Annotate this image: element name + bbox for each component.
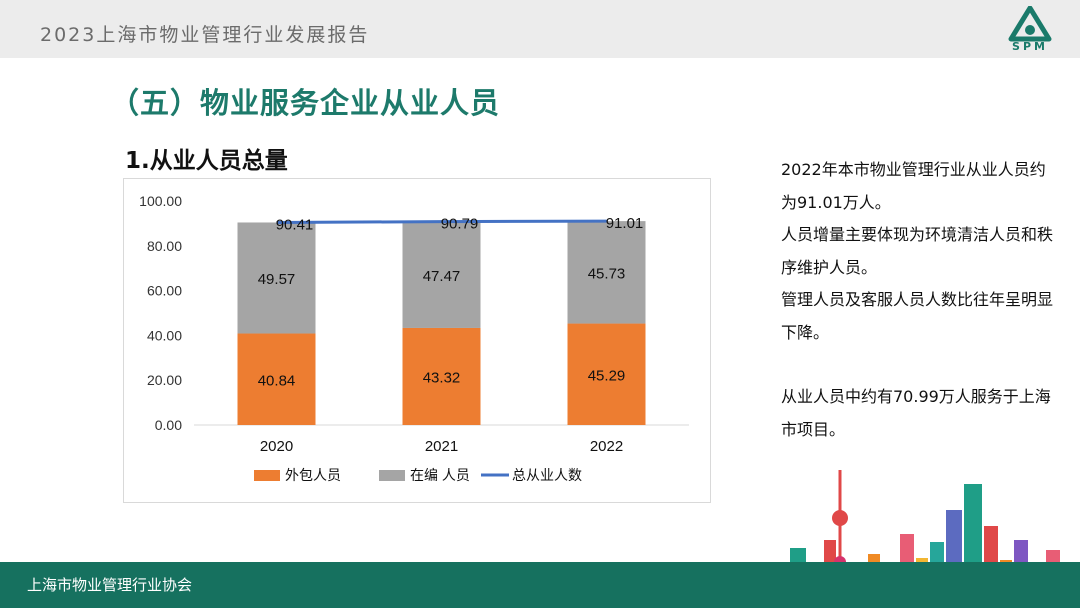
legend-swatch bbox=[379, 470, 405, 481]
bar-value-label: 45.73 bbox=[588, 265, 626, 282]
note-paragraph-3: 管理人员及客服人员人数比往年呈明显下降。 bbox=[781, 290, 1054, 342]
association-name: 上海市物业管理行业协会 bbox=[27, 576, 193, 594]
legend-label: 外包人员 bbox=[285, 467, 341, 483]
note-paragraph-2: 人员增量主要体现为环境清洁人员和秩序维护人员。 bbox=[781, 225, 1054, 277]
legend-label: 在编 人员 bbox=[410, 467, 470, 483]
note-paragraph-4: 从业人员中约有70.99万人服务于上海市项目。 bbox=[781, 387, 1051, 439]
header-bar bbox=[0, 0, 1080, 58]
bar-staff-2020 bbox=[237, 222, 316, 334]
bar-staff-2022 bbox=[567, 221, 646, 324]
line-value-label: 90.79 bbox=[441, 216, 479, 233]
logo-text: SPM bbox=[1012, 40, 1048, 53]
y-tick-label: 40.00 bbox=[147, 327, 182, 343]
line-value-label: 90.41 bbox=[276, 216, 314, 233]
y-tick-label: 20.00 bbox=[147, 372, 182, 388]
bar-outsourced-2020 bbox=[237, 333, 316, 425]
y-tick-label: 80.00 bbox=[147, 238, 182, 254]
bar-value-label: 43.32 bbox=[423, 369, 461, 386]
y-tick-label: 60.00 bbox=[147, 283, 182, 299]
spm-logo-icon bbox=[1008, 6, 1052, 42]
bar-value-label: 49.57 bbox=[258, 271, 296, 288]
bar-outsourced-2022 bbox=[567, 323, 646, 425]
x-tick-label: 2022 bbox=[590, 438, 623, 455]
y-tick-label: 0.00 bbox=[155, 417, 182, 433]
legend-swatch bbox=[254, 470, 280, 481]
notes-panel: 2022年本市物业管理行业从业人员约为91.01万人。 人员增量主要体现为环境清… bbox=[781, 154, 1061, 446]
stacked-bar-chart: 0.00 20.00 40.00 60.00 80.00 100.00 40.84 49.57… bbox=[139, 193, 689, 483]
bar-value-label: 45.29 bbox=[588, 367, 626, 384]
line-value-label: 91.01 bbox=[606, 215, 644, 232]
section-title: （五）物业服务企业从业人员 bbox=[110, 86, 501, 120]
total-line-series bbox=[276, 219, 607, 224]
note-spacer bbox=[781, 349, 1061, 381]
legend-label: 总从业人数 bbox=[512, 467, 582, 483]
bar-value-label: 47.47 bbox=[423, 268, 461, 285]
y-tick-label: 100.00 bbox=[139, 193, 182, 209]
note-paragraph-1: 2022年本市物业管理行业从业人员约为91.01万人。 bbox=[781, 160, 1046, 212]
bar-outsourced-2021 bbox=[402, 327, 481, 425]
x-tick-label: 2021 bbox=[425, 438, 458, 455]
chart-container: 0.00 20.00 40.00 60.00 80.00 100.00 40.84 49.57… bbox=[123, 178, 711, 503]
report-title: 2023上海市物业管理行业发展报告 bbox=[40, 24, 370, 46]
bar-value-label: 40.84 bbox=[258, 372, 296, 389]
footer-bar bbox=[0, 562, 1080, 608]
x-tick-label: 2020 bbox=[260, 438, 293, 455]
sub-title: 1.从业人员总量 bbox=[125, 148, 288, 174]
bar-staff-2021 bbox=[402, 221, 481, 328]
